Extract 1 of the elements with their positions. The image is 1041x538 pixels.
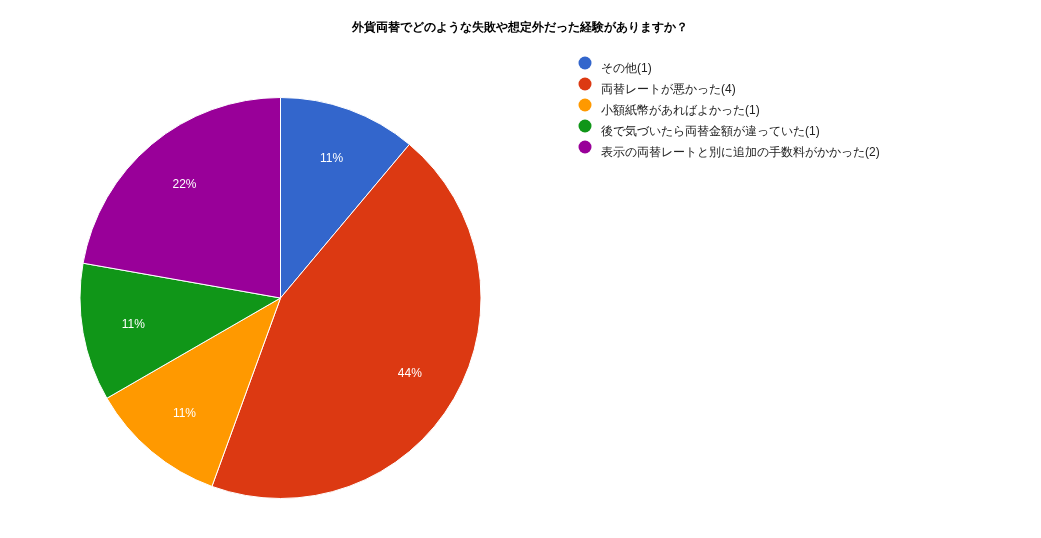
title: 外貨両替でどのような失敗や想定外だった経験がありますか？ [352,20,688,34]
